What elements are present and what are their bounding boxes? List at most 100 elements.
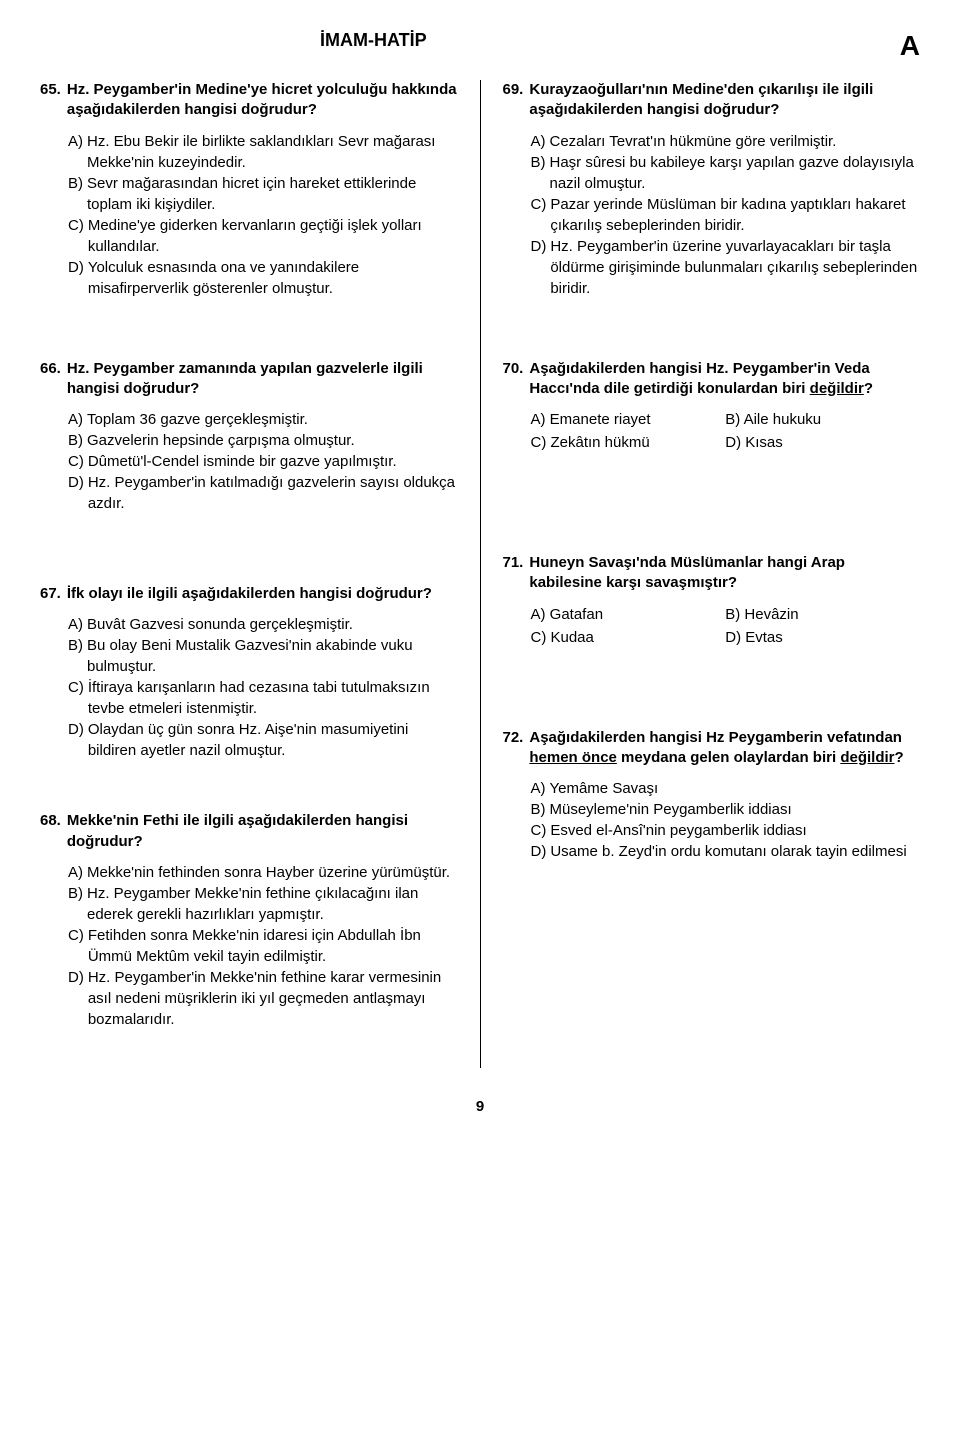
opt-letter: A) <box>68 409 83 430</box>
opt-text: Hz. Peygamber Mekke'nin fethine çıkılaca… <box>87 883 458 925</box>
opt-letter: C) <box>531 820 547 841</box>
q-num: 71. <box>503 553 524 594</box>
q-stem: Aşağıdakilerden hangisi Hz. Peygamber'in… <box>529 359 920 400</box>
opt-letter: D) <box>68 472 84 514</box>
opt-text: Fetihden sonra Mekke'nin idaresi için Ab… <box>88 925 458 967</box>
opt-text: Bu olay Beni Mustalik Gazvesi'nin akabin… <box>87 635 458 677</box>
stem-underline: değildir <box>810 380 864 397</box>
opt-letter: C) <box>68 677 84 719</box>
left-column: 65. Hz. Peygamber'in Medine'ye hicret yo… <box>40 80 458 1068</box>
stem-text: ? <box>864 380 873 397</box>
opt-letter: A) <box>531 131 546 152</box>
q-stem: Aşağıdakilerden hangisi Hz Peygamberin v… <box>529 728 920 769</box>
q-options-inline: A) Gatafan B) Hevâzin C) Kudaa D) Evtas <box>531 604 921 648</box>
opt-text: Hz. Peygamber'in Mekke'nin fethine karar… <box>88 967 458 1030</box>
opt-letter: B) <box>531 799 546 820</box>
opt-letter: D) <box>68 257 84 299</box>
opt-text: Müseyleme'nin Peygamberlik iddiası <box>550 799 792 820</box>
opt: B) Hevâzin <box>725 604 920 625</box>
stem-text: ? <box>894 749 903 766</box>
opt-letter: A) <box>68 614 83 635</box>
opt-letter: C) <box>68 925 84 967</box>
opt-text: Haşr sûresi bu kabileye karşı yapılan ga… <box>550 152 921 194</box>
q-options: A)Hz. Ebu Bekir ile birlikte saklandıkla… <box>68 131 458 299</box>
right-column: 69. Kurayzaoğulları'nın Medine'den çıkar… <box>503 80 921 1068</box>
opt-letter: D) <box>68 719 84 761</box>
opt-text: Dûmetü'l-Cendel isminde bir gazve yapılm… <box>88 451 397 472</box>
opt: D) Kısas <box>725 432 920 453</box>
opt-letter: C) <box>68 451 84 472</box>
opt: A) Gatafan <box>531 604 726 625</box>
opt-text: Buvât Gazvesi sonunda gerçekleşmiştir. <box>87 614 353 635</box>
q-num: 66. <box>40 359 61 400</box>
opt: C) Kudaa <box>531 627 726 648</box>
question-67: 67. İfk olayı ile ilgili aşağıdakilerden… <box>40 584 458 761</box>
q-options-inline: A) Emanete riayet B) Aile hukuku C) Zekâ… <box>531 409 921 453</box>
opt-letter: B) <box>68 635 83 677</box>
column-divider <box>480 80 481 1068</box>
q-options: A)Cezaları Tevrat'ın hükmüne göre verilm… <box>531 131 921 299</box>
stem-text: meydana gelen olaylardan biri <box>617 749 840 766</box>
opt-letter: C) <box>531 194 547 236</box>
opt-text: Toplam 36 gazve gerçekleşmiştir. <box>87 409 308 430</box>
question-66: 66. Hz. Peygamber zamanında yapılan gazv… <box>40 359 458 515</box>
opt-text: Yolculuk esnasında ona ve yanındakilere … <box>88 257 458 299</box>
opt-text: Yemâme Savaşı <box>550 778 659 799</box>
q-stem: Mekke'nin Fethi ile ilgili aşağıdakilerd… <box>67 811 458 852</box>
page-number: 9 <box>40 1098 920 1115</box>
opt-text: İftiraya karışanların had cezasına tabi … <box>88 677 458 719</box>
q-num: 72. <box>503 728 524 769</box>
question-69: 69. Kurayzaoğulları'nın Medine'den çıkar… <box>503 80 921 299</box>
opt-letter: D) <box>68 967 84 1030</box>
q-stem: İfk olayı ile ilgili aşağıdakilerden han… <box>67 584 432 604</box>
opt-letter: B) <box>531 152 546 194</box>
opt-text: Mekke'nin fethinden sonra Hayber üzerine… <box>87 862 450 883</box>
opt-text: Esved el-Ansî'nin peygamberlik iddiası <box>550 820 806 841</box>
opt-text: Cezaları Tevrat'ın hükmüne göre verilmiş… <box>550 131 837 152</box>
q-stem: Hz. Peygamber'in Medine'ye hicret yolcul… <box>67 80 458 121</box>
q-options: A)Mekke'nin fethinden sonra Hayber üzeri… <box>68 862 458 1030</box>
q-stem: Kurayzaoğulları'nın Medine'den çıkarılış… <box>529 80 920 121</box>
stem-underline: hemen önce <box>529 749 617 766</box>
q-stem: Hz. Peygamber zamanında yapılan gazveler… <box>67 359 458 400</box>
q-num: 68. <box>40 811 61 852</box>
q-options: A)Toplam 36 gazve gerçekleşmiştir. B)Gaz… <box>68 409 458 514</box>
opt-text: Sevr mağarasından hicret için hareket et… <box>87 173 458 215</box>
q-num: 65. <box>40 80 61 121</box>
exam-title: İMAM-HATİP <box>320 30 427 51</box>
opt-text: Hz. Peygamber'in katılmadığı gazvelerin … <box>88 472 458 514</box>
q-stem: Huneyn Savaşı'nda Müslümanlar hangi Arap… <box>529 553 920 594</box>
opt-text: Hz. Ebu Bekir ile birlikte saklandıkları… <box>87 131 458 173</box>
opt-letter: B) <box>68 883 83 925</box>
question-68: 68. Mekke'nin Fethi ile ilgili aşağıdaki… <box>40 811 458 1030</box>
q-options: A)Buvât Gazvesi sonunda gerçekleşmiştir.… <box>68 614 458 761</box>
q-options: A)Yemâme Savaşı B)Müseyleme'nin Peygambe… <box>531 778 921 862</box>
question-65: 65. Hz. Peygamber'in Medine'ye hicret yo… <box>40 80 458 299</box>
opt-text: Usame b. Zeyd'in ordu komutanı olarak ta… <box>550 841 906 862</box>
opt-letter: A) <box>531 778 546 799</box>
opt-letter: C) <box>68 215 84 257</box>
q-num: 70. <box>503 359 524 400</box>
opt-text: Gazvelerin hepsinde çarpışma olmuştur. <box>87 430 355 451</box>
question-70: 70. Aşağıdakilerden hangisi Hz. Peygambe… <box>503 359 921 454</box>
opt-letter: B) <box>68 173 83 215</box>
stem-text: Aşağıdakilerden hangisi Hz Peygamberin v… <box>529 729 902 746</box>
content-columns: 65. Hz. Peygamber'in Medine'ye hicret yo… <box>40 80 920 1068</box>
question-72: 72. Aşağıdakilerden hangisi Hz Peygamber… <box>503 728 921 863</box>
page-header: İMAM-HATİP A <box>40 30 920 62</box>
opt: A) Emanete riayet <box>531 409 726 430</box>
opt: B) Aile hukuku <box>725 409 920 430</box>
opt-text: Pazar yerinde Müslüman bir kadına yaptık… <box>550 194 920 236</box>
opt-letter: D) <box>531 236 547 299</box>
opt-text: Medine'ye giderken kervanların geçtiği i… <box>88 215 458 257</box>
q-num: 69. <box>503 80 524 121</box>
opt: D) Evtas <box>725 627 920 648</box>
q-num: 67. <box>40 584 61 604</box>
opt-letter: B) <box>68 430 83 451</box>
question-71: 71. Huneyn Savaşı'nda Müslümanlar hangi … <box>503 553 921 648</box>
opt-text: Hz. Peygamber'in üzerine yuvarlayacaklar… <box>550 236 920 299</box>
opt-letter: A) <box>68 131 83 173</box>
opt-letter: D) <box>531 841 547 862</box>
opt-text: Olaydan üç gün sonra Hz. Aişe'nin masumi… <box>88 719 458 761</box>
opt-letter: A) <box>68 862 83 883</box>
